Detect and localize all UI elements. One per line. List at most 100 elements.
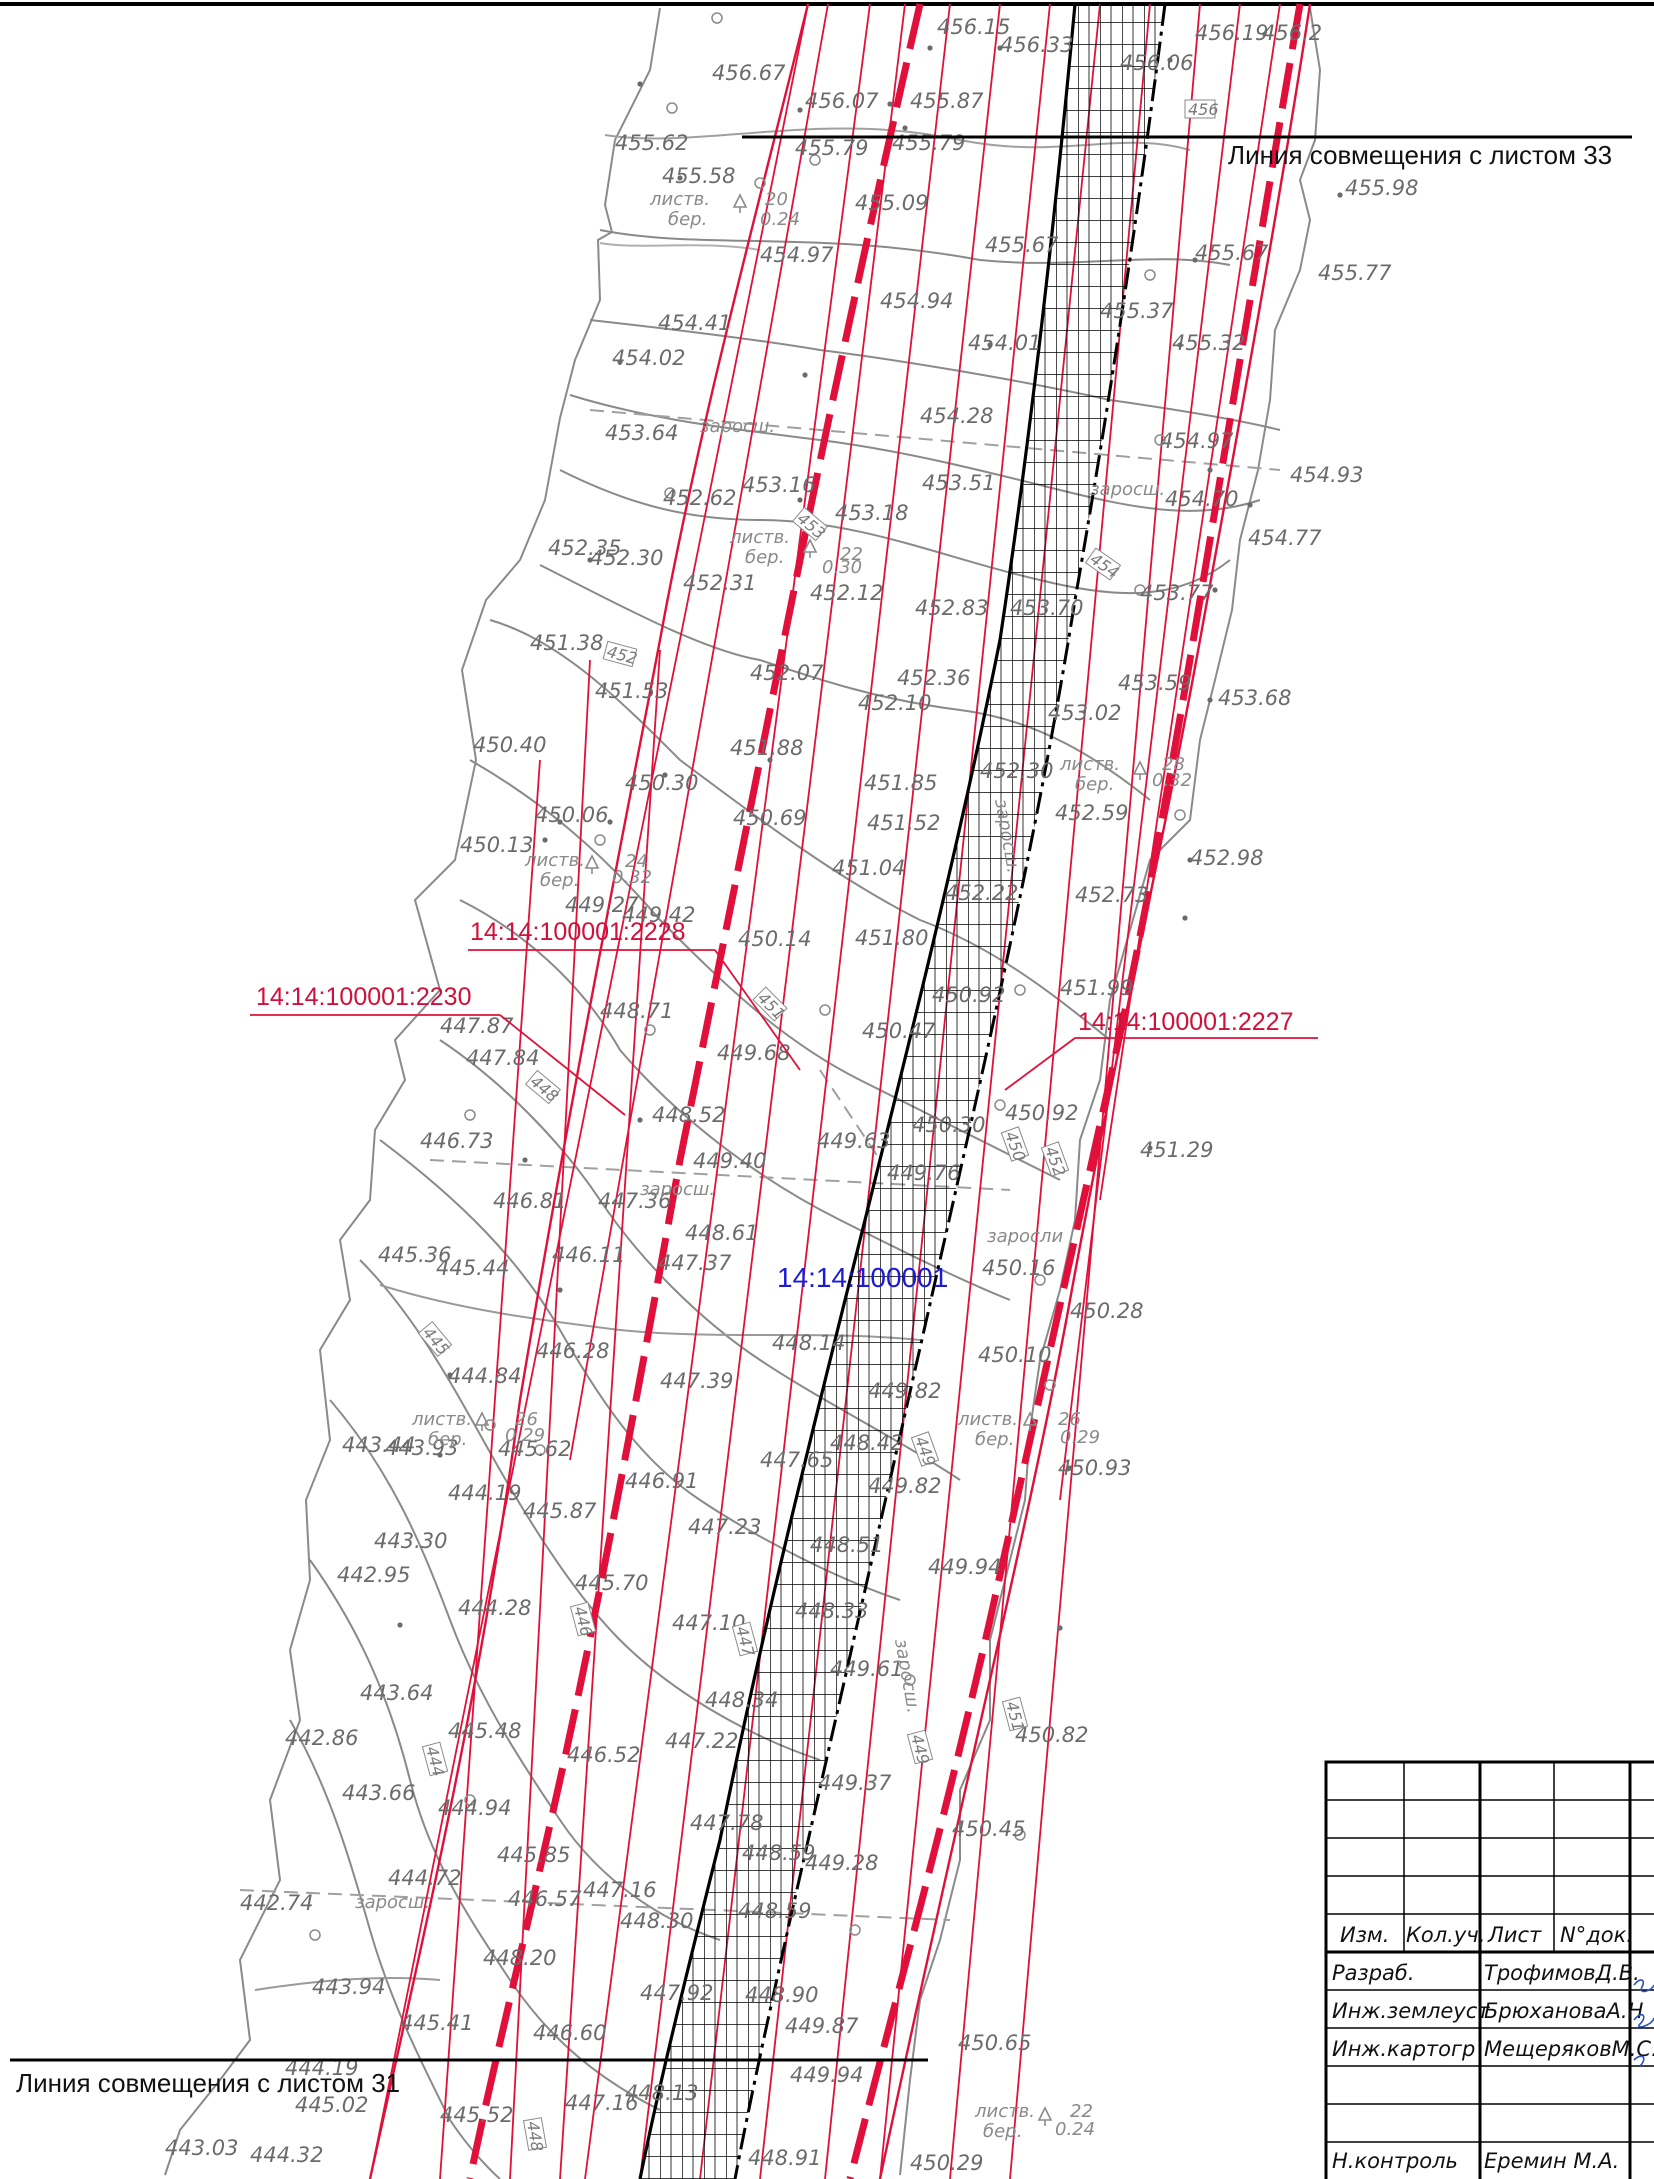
elevation-label: 447.36 (598, 1189, 671, 1213)
contour-label: 456 (1188, 100, 1219, 119)
elevation-label: 454.77 (1248, 526, 1322, 550)
signature-mark (1633, 2055, 1645, 2067)
elevation-label: 449.82 (868, 1474, 941, 1498)
elevation-label: 455.37 (1100, 299, 1174, 323)
elevation-label: 448.51 (810, 1533, 883, 1557)
elevation-label: 455.09 (855, 191, 928, 215)
elevation-label: 444.72 (388, 1866, 461, 1890)
elevation-label: 452.31 (683, 571, 756, 595)
tree-icons (474, 193, 1148, 2126)
vegetation-label: листв. (1059, 754, 1120, 775)
elevation-label: 448.90 (745, 1983, 818, 2007)
elevation-label: 453.16 (742, 473, 815, 497)
match-line-bottom: Линия совмещения с листом 31 (10, 2058, 928, 2098)
parcel-label-2227: 14:14:100001:2227 (1078, 1008, 1294, 1036)
match-line-top-label: Линия совмещения с листом 33 (1228, 140, 1612, 170)
elevation-label: 455.67 (1195, 241, 1269, 265)
elevation-label: 447.37 (658, 1251, 732, 1275)
elevation-label: 447.65 (760, 1448, 833, 1472)
tree-note: 0.24 (1055, 2119, 1095, 2140)
tree-note: 28 (1162, 754, 1185, 775)
tree-icon (1132, 760, 1148, 780)
elevation-label: 447.39 (660, 1369, 733, 1393)
elevation-label: 448.52 (652, 1103, 725, 1127)
elevation-label: 451.38 (530, 631, 603, 655)
elevation-label: 451.53 (595, 679, 668, 703)
elevation-label: 447.22 (665, 1729, 738, 1753)
elevation-label: 453.18 (835, 501, 908, 525)
elevation-label: 450.10 (978, 1343, 1051, 1367)
parcel-label-2228: 14:14:100001:2228 (470, 918, 686, 946)
title-col-kol: Кол.уч. (1406, 1923, 1485, 1947)
elevation-label: 449.68 (717, 1041, 790, 1065)
tree-note: 0.32 (612, 867, 652, 888)
elevation-label: 445.48 (448, 1719, 521, 1743)
tree-icon (732, 193, 748, 213)
elevation-label: 450.06 (535, 803, 608, 827)
vegetation-label: бер. (540, 870, 579, 891)
vegetation-label: бер. (668, 209, 707, 230)
elevation-label: 454.94 (880, 289, 953, 313)
elevation-label: 453.70 (1010, 596, 1083, 620)
elevation-label: 456.33 (1000, 33, 1073, 57)
tree-note: 24 (625, 851, 648, 872)
elevation-label: 449.37 (818, 1771, 892, 1795)
elevation-label: 449.94 (790, 2063, 863, 2087)
elevation-label: 449.87 (785, 2014, 859, 2038)
elevation-label: 453.02 (1048, 701, 1121, 725)
title-name: БрюхановаА.Н (1484, 1999, 1644, 2023)
tree-note: 0.24 (760, 209, 800, 230)
tree-icon (802, 538, 818, 558)
vegetation-label: листв. (411, 1409, 472, 1430)
elevation-label: 443.94 (312, 1975, 385, 1999)
elevation-label: 445.62 (498, 1437, 571, 1461)
vegetation-label: листв. (729, 527, 790, 548)
elevation-label: 450.92 (1005, 1101, 1078, 1125)
title-role: Разраб. (1332, 1961, 1415, 1985)
elevation-label: 451.80 (855, 926, 928, 950)
elevation-label: 452.36 (897, 666, 970, 690)
elevation-label: 448.42 (830, 1431, 903, 1455)
signature-mark (1633, 1979, 1654, 1993)
elevation-label: 446.60 (533, 2021, 606, 2045)
elevation-label: 447.92 (640, 1981, 713, 2005)
elevation-label: 452.30 (980, 759, 1053, 783)
elevation-label: 455.87 (910, 89, 984, 113)
elevation-label: 448.59 (738, 1899, 811, 1923)
vegetation-label: заросш. (355, 1892, 430, 1913)
survey-point-circles (309, 12, 1186, 1941)
elevation-label: 446.52 (567, 1743, 640, 1767)
elevation-label: 451.85 (864, 771, 937, 795)
elevation-label: 450.45 (952, 1817, 1025, 1841)
elevation-label: 456.07 (805, 89, 879, 113)
survey-points (397, 45, 1343, 1631)
tree-note: 0.29 (505, 1425, 545, 1446)
elevation-label: 456.2 (1262, 21, 1322, 45)
elevation-label: 443.30 (374, 1529, 447, 1553)
title-col-izm: Изм. (1340, 1923, 1389, 1947)
tree-note: 0.32 (1152, 770, 1192, 791)
vegetation-label: бер. (1075, 774, 1114, 795)
elevation-label: 454.01 (968, 331, 1041, 355)
title-role: Инж.картогр (1332, 2037, 1475, 2061)
elevation-label: 455.32 (1172, 331, 1245, 355)
elevation-label: 443.44 (342, 1433, 415, 1457)
elevation-label: 453.64 (605, 421, 678, 445)
elevation-label: 450.16 (982, 1256, 1055, 1280)
elevation-label: 453.77 (1140, 581, 1214, 605)
elevation-label: 449.76 (887, 1161, 960, 1185)
elevation-label: 456.67 (712, 61, 786, 85)
elevation-label: 442.95 (337, 1563, 410, 1587)
elevation-label: 449.61 (830, 1657, 903, 1681)
elevation-label: 454.41 (658, 311, 731, 335)
elevation-label: 445.70 (575, 1571, 648, 1595)
tree-icon (1037, 2106, 1053, 2126)
elevation-label: 450.14 (738, 927, 811, 951)
elevation-label: 445.44 (436, 1256, 509, 1280)
tree-notes: 20 0.24 22 0.30 28 0.32 24 0.32 26 0.29 … (505, 189, 1192, 2140)
elevation-label: 445.02 (295, 2093, 368, 2117)
tree-note: 0.29 (1060, 1427, 1100, 1448)
elevation-label: 450.65 (958, 2031, 1031, 2055)
title-name: Еремин М.А. (1484, 2149, 1619, 2173)
